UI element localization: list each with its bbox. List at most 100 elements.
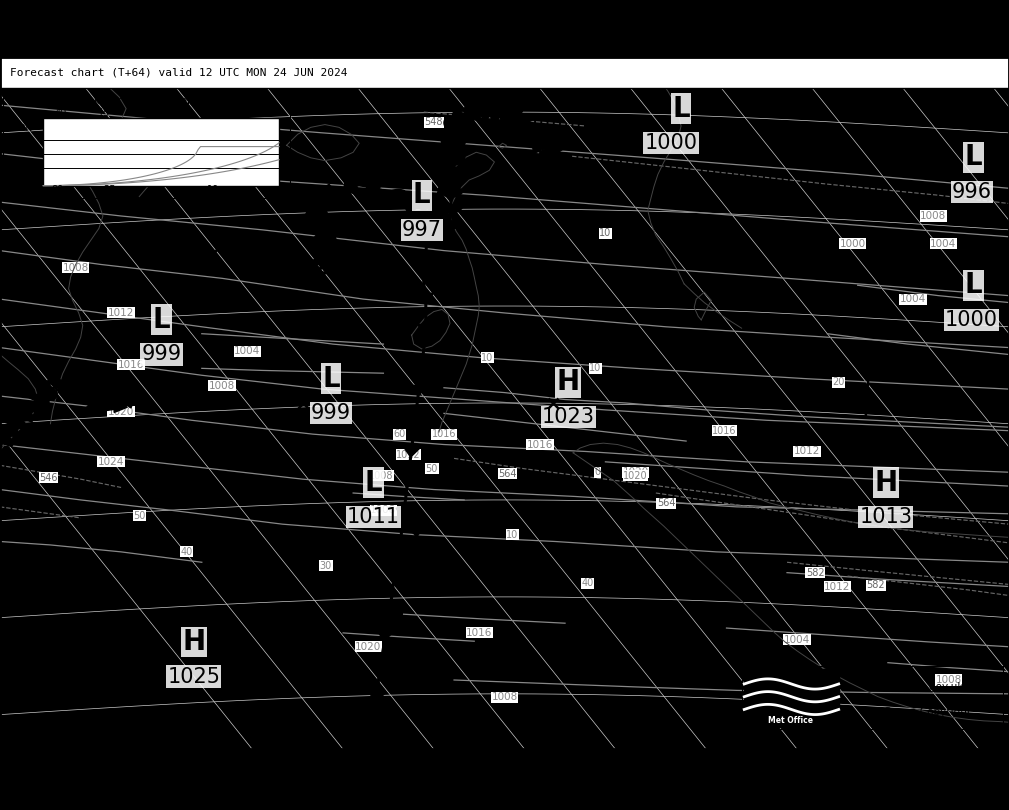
Polygon shape xyxy=(0,427,19,438)
Polygon shape xyxy=(526,131,549,145)
Text: 1016: 1016 xyxy=(527,440,553,450)
Polygon shape xyxy=(550,153,571,169)
Text: 1012: 1012 xyxy=(794,446,820,457)
Polygon shape xyxy=(404,446,421,457)
Polygon shape xyxy=(366,181,383,197)
Polygon shape xyxy=(425,207,444,222)
Polygon shape xyxy=(561,159,580,176)
Text: 10: 10 xyxy=(507,530,519,539)
Polygon shape xyxy=(306,208,327,218)
Polygon shape xyxy=(500,109,523,125)
Polygon shape xyxy=(314,232,336,240)
Polygon shape xyxy=(120,398,135,408)
Polygon shape xyxy=(541,147,563,162)
Polygon shape xyxy=(13,411,33,422)
Text: Forecast chart (T+64) valid 12 UTC MON 24 JUN 2024: Forecast chart (T+64) valid 12 UTC MON 2… xyxy=(10,67,347,78)
Text: H: H xyxy=(557,369,579,396)
Text: 1016: 1016 xyxy=(432,429,456,439)
Polygon shape xyxy=(323,185,341,200)
Text: 1020: 1020 xyxy=(624,471,648,480)
Text: 1012: 1012 xyxy=(824,582,851,591)
Polygon shape xyxy=(510,116,534,130)
Text: L: L xyxy=(672,95,690,122)
Text: 40: 40 xyxy=(581,578,593,588)
Polygon shape xyxy=(393,539,409,549)
Text: 1023: 1023 xyxy=(542,407,594,427)
Polygon shape xyxy=(46,379,66,391)
Text: 1008: 1008 xyxy=(63,263,89,273)
Polygon shape xyxy=(477,101,492,119)
Polygon shape xyxy=(0,436,13,446)
Polygon shape xyxy=(307,207,321,218)
Polygon shape xyxy=(464,103,481,120)
Polygon shape xyxy=(314,245,336,254)
Text: 1004: 1004 xyxy=(930,239,957,249)
Text: H: H xyxy=(183,628,205,656)
Text: 582: 582 xyxy=(867,580,885,590)
Polygon shape xyxy=(387,569,404,580)
Polygon shape xyxy=(311,258,333,267)
Polygon shape xyxy=(37,386,58,399)
Polygon shape xyxy=(428,201,445,211)
Text: 1020: 1020 xyxy=(108,407,134,417)
Polygon shape xyxy=(411,386,428,396)
Polygon shape xyxy=(317,246,333,255)
Text: 546: 546 xyxy=(39,473,58,483)
Text: 40: 40 xyxy=(181,547,193,556)
Bar xyxy=(0,57,1009,87)
Polygon shape xyxy=(533,139,557,153)
Polygon shape xyxy=(436,171,452,181)
Polygon shape xyxy=(57,383,71,394)
Text: 1008: 1008 xyxy=(491,693,518,702)
Polygon shape xyxy=(396,508,413,518)
Text: 1025: 1025 xyxy=(167,667,220,687)
Text: 10: 10 xyxy=(589,364,601,373)
Text: 564: 564 xyxy=(498,469,517,479)
Text: 996: 996 xyxy=(951,181,992,202)
Text: 20: 20 xyxy=(832,377,845,387)
Text: 1012: 1012 xyxy=(397,450,421,460)
Text: 1011: 1011 xyxy=(347,507,400,527)
Polygon shape xyxy=(441,141,465,149)
Text: L: L xyxy=(152,306,171,334)
Polygon shape xyxy=(316,258,331,268)
Text: L: L xyxy=(965,271,983,299)
Polygon shape xyxy=(416,262,433,273)
Polygon shape xyxy=(312,220,333,230)
Polygon shape xyxy=(439,189,463,197)
Text: L: L xyxy=(322,364,340,393)
Text: 60: 60 xyxy=(394,429,406,439)
Polygon shape xyxy=(400,477,417,488)
Polygon shape xyxy=(439,205,463,213)
Text: 50: 50 xyxy=(426,464,438,474)
Polygon shape xyxy=(382,599,400,610)
Text: 1012: 1012 xyxy=(108,308,134,318)
Text: 1000: 1000 xyxy=(839,239,866,249)
Text: 999: 999 xyxy=(311,403,351,424)
Polygon shape xyxy=(312,220,327,230)
Text: 564: 564 xyxy=(657,498,675,509)
Text: 1024: 1024 xyxy=(98,457,124,467)
Text: L: L xyxy=(364,469,382,497)
Text: 30: 30 xyxy=(320,561,332,571)
Polygon shape xyxy=(489,104,509,121)
Text: 1016: 1016 xyxy=(466,628,492,638)
Polygon shape xyxy=(29,394,49,407)
Polygon shape xyxy=(21,403,40,414)
Text: 1016: 1016 xyxy=(118,360,144,370)
Text: 50: 50 xyxy=(133,511,145,521)
Polygon shape xyxy=(368,692,385,702)
Text: 1013: 1013 xyxy=(860,507,912,527)
Text: 582: 582 xyxy=(806,568,824,578)
Text: 1020: 1020 xyxy=(355,642,381,652)
Polygon shape xyxy=(421,232,437,242)
Polygon shape xyxy=(406,198,424,214)
Polygon shape xyxy=(377,630,394,641)
Polygon shape xyxy=(438,220,462,229)
Text: 10: 10 xyxy=(481,353,493,363)
Polygon shape xyxy=(518,123,542,138)
Text: H: H xyxy=(875,469,897,497)
Polygon shape xyxy=(344,177,359,194)
Text: 10: 10 xyxy=(599,228,611,238)
Polygon shape xyxy=(418,325,434,335)
